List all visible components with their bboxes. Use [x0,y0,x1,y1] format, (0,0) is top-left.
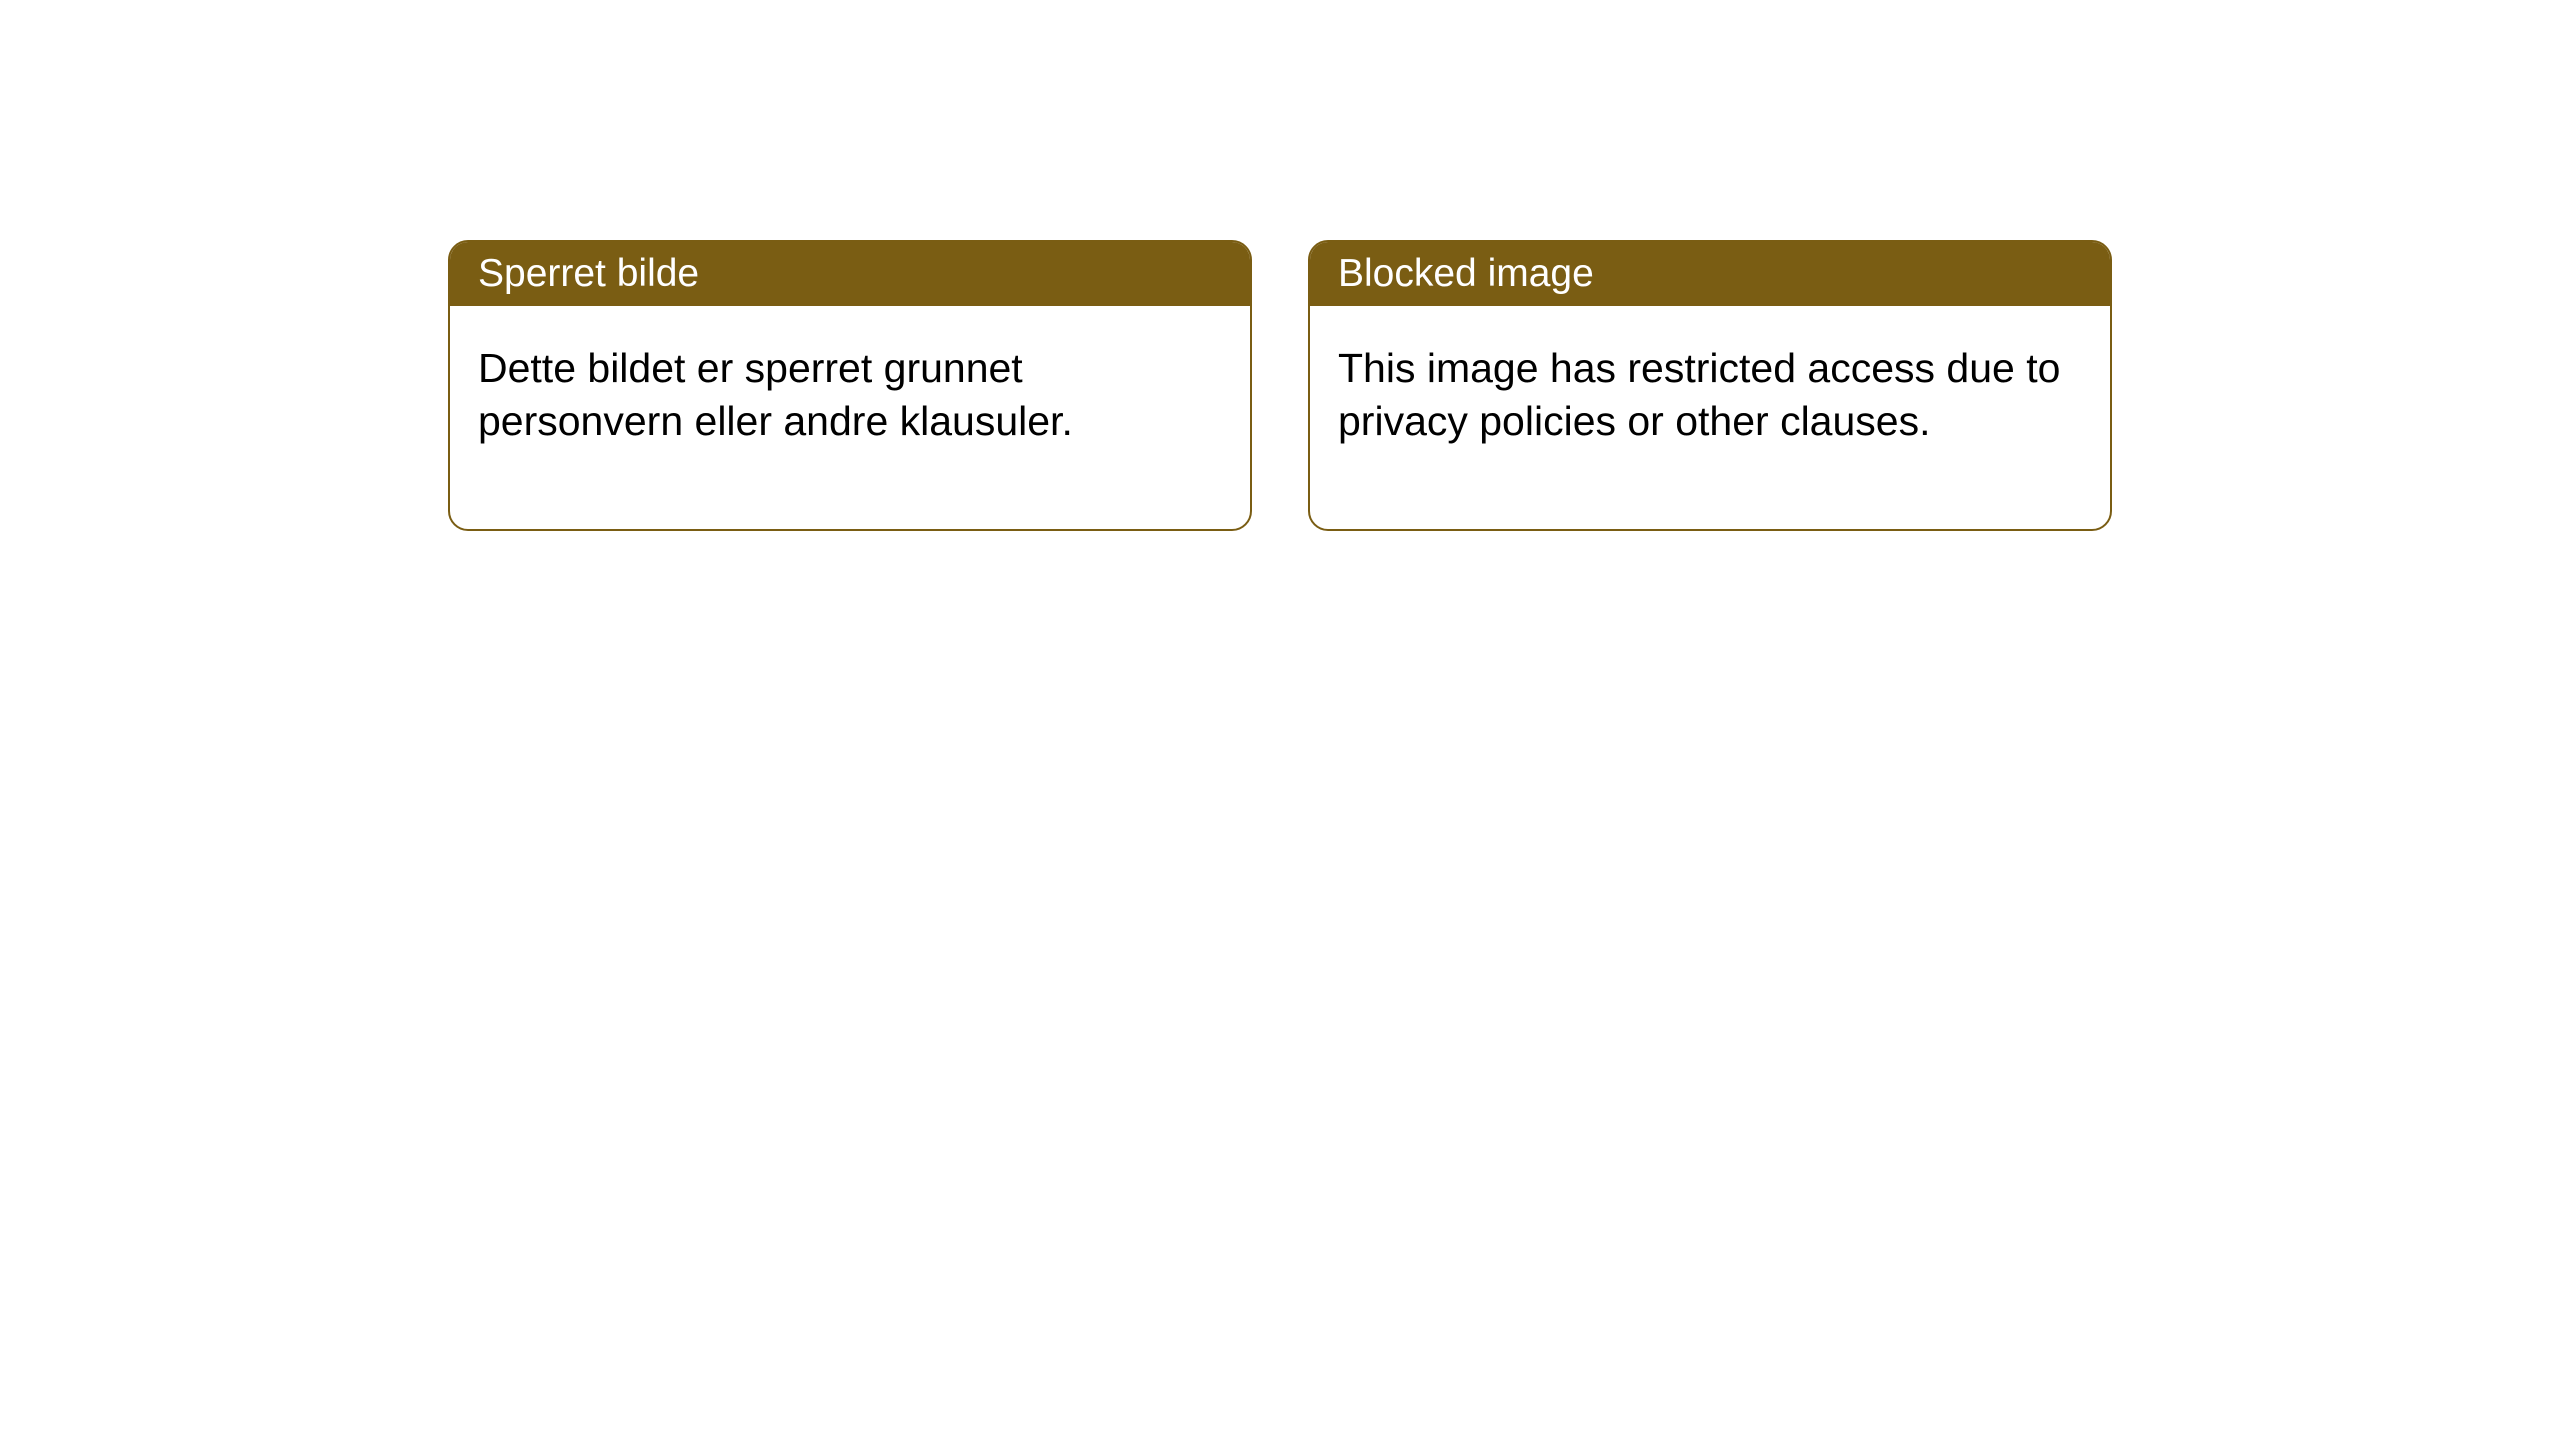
card-text-no: Dette bildet er sperret grunnet personve… [478,345,1073,444]
blocked-image-card-en: Blocked image This image has restricted … [1308,240,2112,531]
card-header-no: Sperret bilde [450,242,1250,306]
card-body-en: This image has restricted access due to … [1310,306,2110,529]
blocked-image-card-no: Sperret bilde Dette bildet er sperret gr… [448,240,1252,531]
card-text-en: This image has restricted access due to … [1338,345,2060,444]
card-title-no: Sperret bilde [478,252,699,295]
cards-container: Sperret bilde Dette bildet er sperret gr… [448,240,2112,531]
card-body-no: Dette bildet er sperret grunnet personve… [450,306,1250,529]
card-header-en: Blocked image [1310,242,2110,306]
card-title-en: Blocked image [1338,252,1594,295]
